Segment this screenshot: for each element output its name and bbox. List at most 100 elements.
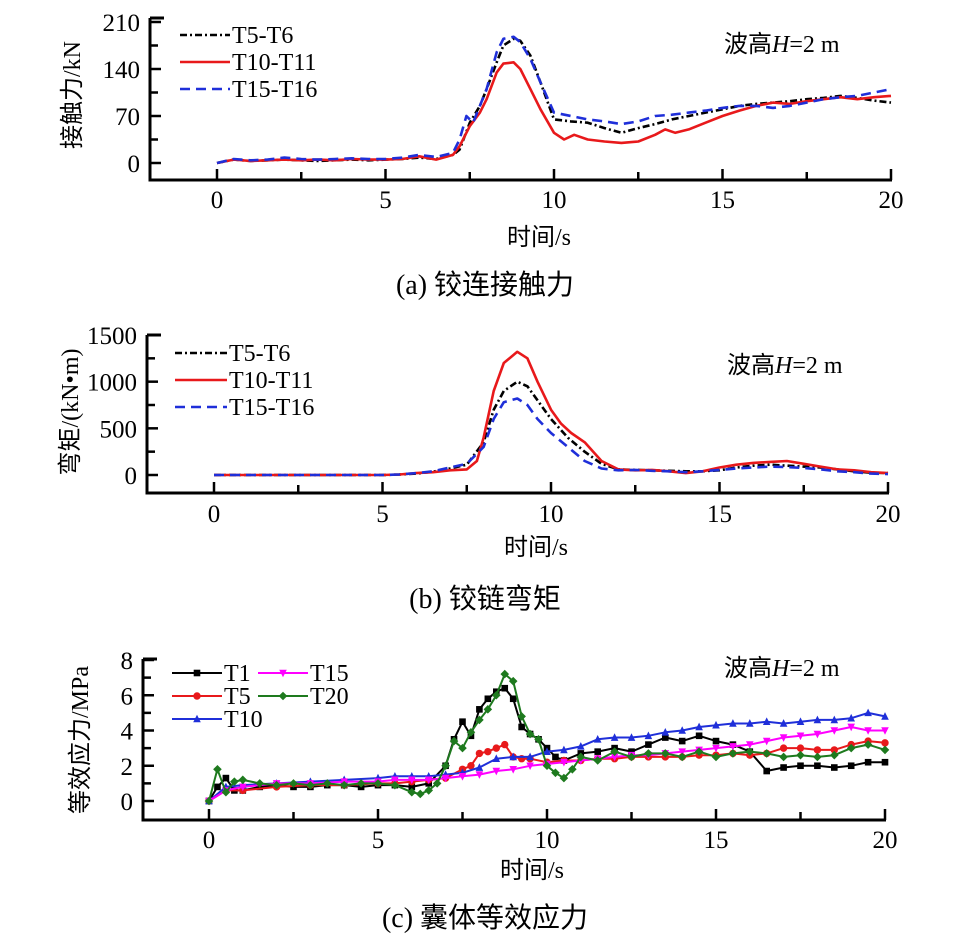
data-point [627,733,636,741]
legend-marker [193,669,201,677]
legend-label: T5-T6 [229,341,290,367]
legend-entry-t5-t6: T5-T6 [180,23,293,49]
data-point [796,717,805,725]
data-point [881,712,889,720]
x-axis-title: 时间/s [507,224,571,251]
data-point [534,735,543,744]
data-point [306,780,315,790]
x-tick-label: 20 [873,827,898,854]
data-point [390,780,400,790]
data-point [863,740,873,749]
figure-caption: (c) 囊体等效应力 [382,902,588,934]
data-point [846,743,856,753]
x-tick-label: 15 [710,187,735,214]
data-point [628,748,635,755]
data-point [441,761,450,771]
figure-caption: (b) 铰链弯矩 [409,583,561,615]
data-point [476,706,483,713]
wave-height-annotation: 波高H=2 m [724,31,840,58]
series-line [216,35,892,165]
data-point [763,767,770,775]
data-point [289,779,298,788]
data-point [678,726,686,734]
data-point [466,727,476,737]
data-point [526,762,534,771]
data-point [323,779,332,788]
data-point [449,736,459,746]
x-tick-label: 10 [535,827,560,854]
data-point [746,719,754,727]
y-tick-label: 70 [115,104,140,131]
legend-label: T15-T16 [229,395,314,421]
data-point [475,763,484,771]
data-point [881,758,889,766]
data-point [518,723,525,731]
data-point [762,737,771,746]
data-point [797,762,804,770]
data-point [779,734,788,742]
data-point [356,779,366,788]
data-point [780,764,787,771]
x-tick-label: 15 [707,501,732,528]
legend-label: T1 [224,661,251,687]
y-tick-label: 8 [121,648,134,675]
data-point [594,748,601,755]
x-tick-label: 0 [211,187,224,214]
y-tick-label: 0 [121,789,134,816]
data-point [204,796,214,806]
data-point [830,727,839,735]
data-point [272,780,281,790]
legend-entry-t1: T1 [172,661,251,687]
data-point [492,744,500,752]
data-point [492,767,501,776]
series-t5-t6 [214,380,889,477]
legend-label: T15-T16 [232,77,317,103]
x-tick-label: 10 [539,501,564,528]
data-point [526,752,534,761]
data-point [746,741,754,749]
series-t15-t16 [214,397,889,477]
data-point [644,749,653,758]
y-tick-label: 210 [103,10,141,37]
y-tick-label: 6 [121,683,134,710]
data-point [678,748,686,756]
data-point [501,740,509,749]
data-point [694,747,704,756]
legend-entry-t10-t11: T10-T11 [180,50,316,76]
legend-entry-t15-t16: T15-T16 [180,77,317,103]
data-point [864,727,872,735]
data-point [712,737,720,745]
y-axis-title: 等效应力/MPa [67,666,94,814]
data-point [796,750,805,760]
data-point [830,746,838,754]
data-point [415,789,425,799]
data-point [214,783,221,791]
data-point [239,783,247,792]
y-tick-label: 500 [100,416,138,443]
legend-entry-t15: T15 [258,661,349,687]
data-point [230,777,239,786]
data-point [492,754,501,762]
legend-label: T5-T6 [232,23,293,49]
data-point [213,764,222,774]
data-point [509,695,517,703]
data-point [483,705,493,714]
wave-height-annotation: 波高H=2 m [724,655,840,682]
legend-marker [193,714,201,723]
data-point [424,786,433,795]
data-point [560,758,568,767]
legend-entry-t10-t11: T10-T11 [175,368,313,394]
data-point [712,720,720,729]
legend-entry-t15-t16: T15-T16 [175,395,314,421]
data-point [432,779,442,788]
data-point [492,690,501,700]
data-point [441,774,450,783]
data-point [458,743,467,753]
data-point [796,732,805,741]
data-point [484,747,492,756]
data-point [542,761,552,771]
legend-marker [193,692,201,700]
chart-panel-b: 0 500 1000 1500 0 5 10 15 20 时间/s 弯矩/(kN•m) 波高H=2 m… [57,323,901,615]
data-point [459,718,466,725]
data-point [475,715,484,725]
